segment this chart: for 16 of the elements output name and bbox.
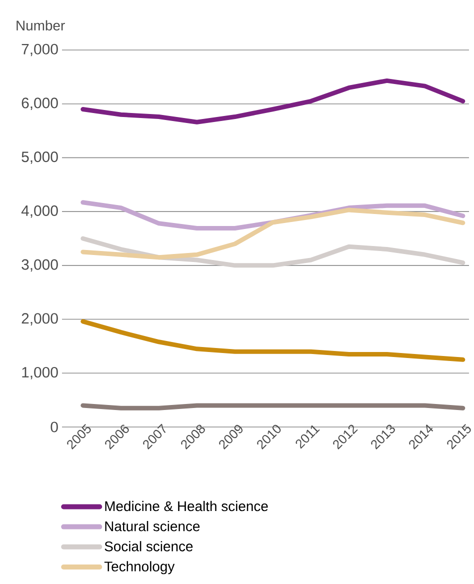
line-series	[80, 78, 466, 124]
y-tick-label: 1,000	[22, 366, 58, 380]
line-series	[80, 208, 466, 260]
y-tick-label: 5,000	[22, 152, 58, 164]
legend-label: Medicine & Health science	[105, 500, 268, 512]
legend-label: Social science	[104, 541, 193, 552]
y-tick-label: 0	[50, 422, 58, 432]
y-tick-label: 6,000	[22, 98, 58, 110]
line-series	[80, 236, 466, 268]
y-tick-label: 2,000	[22, 313, 58, 326]
legend-label: Technology	[104, 561, 175, 574]
y-tick-label: 7,000	[22, 44, 58, 56]
legend-label: Natural science	[105, 521, 200, 532]
y-axis-title: Number	[16, 20, 65, 30]
y-tick-label: 4,000	[22, 205, 58, 218]
y-tick-label: 3,000	[22, 259, 58, 272]
